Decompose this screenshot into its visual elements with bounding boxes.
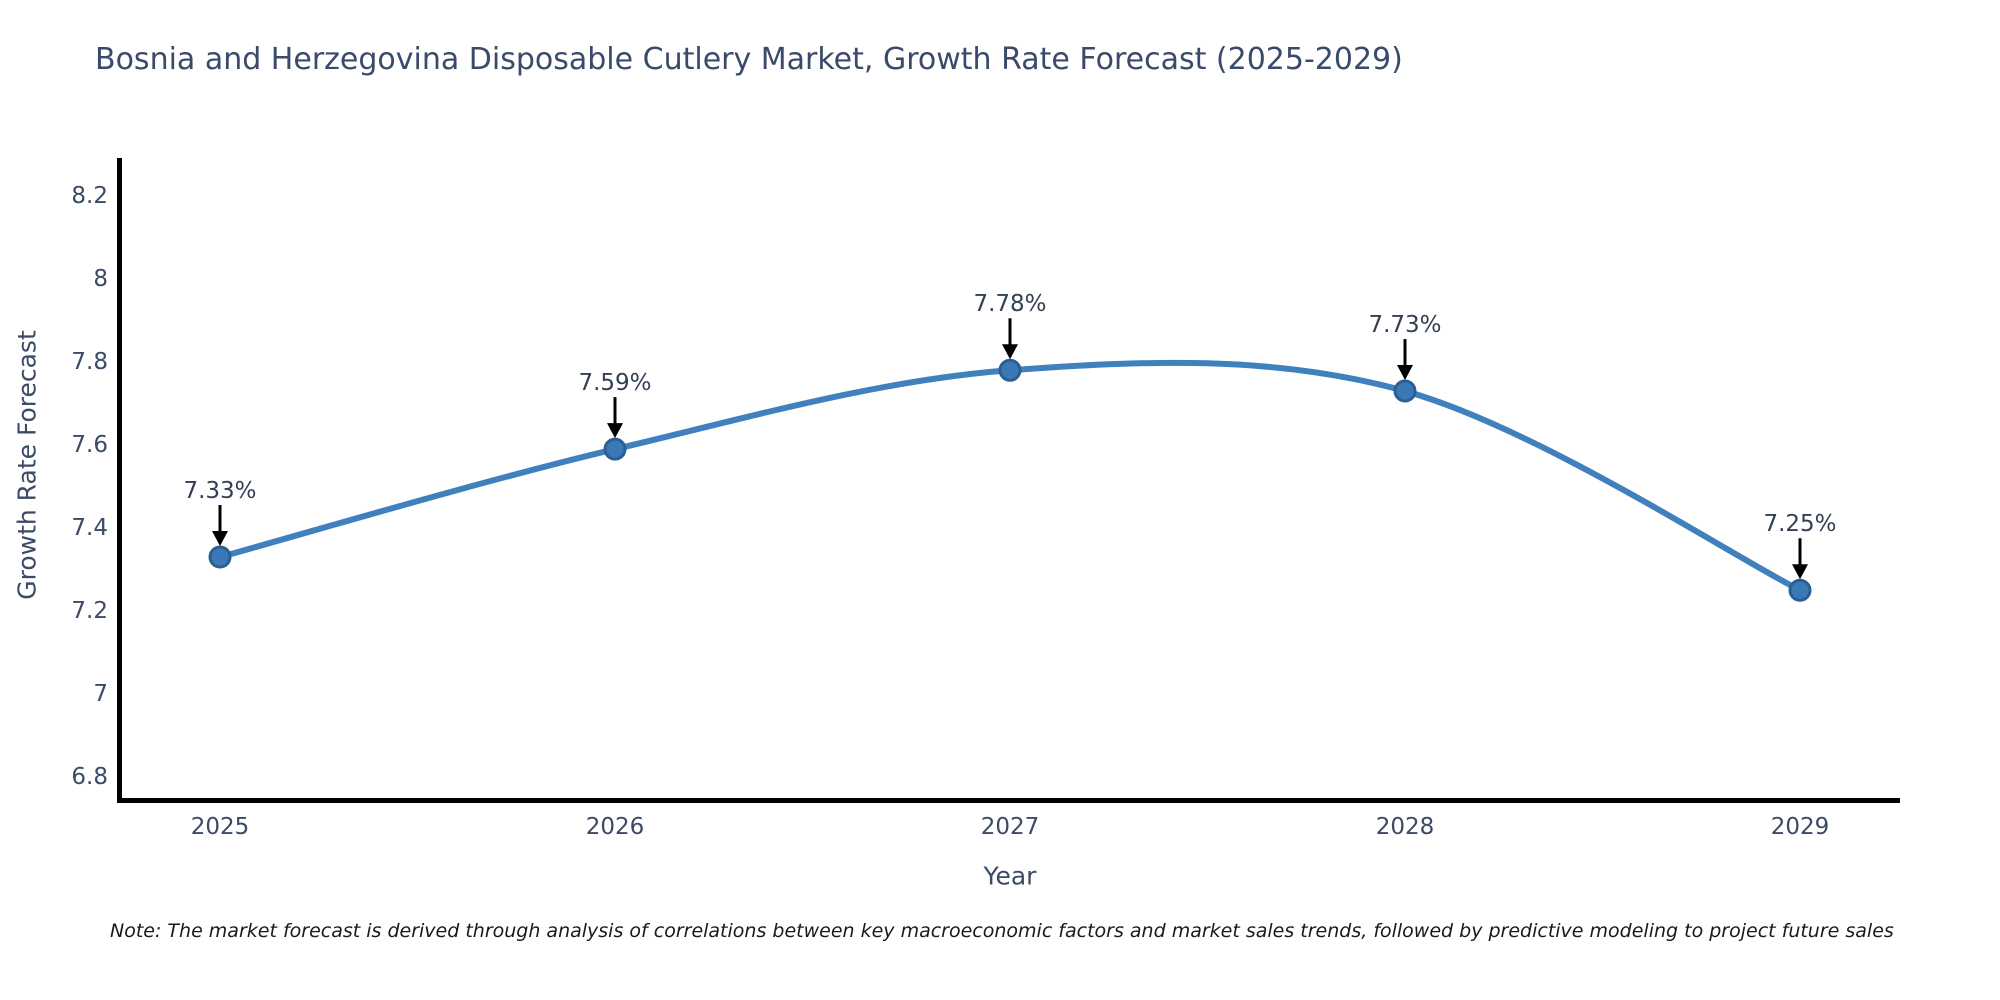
data-point-label: 7.78% (973, 291, 1047, 318)
forecast-line (217, 359, 1803, 594)
annotation-arrow-head (1397, 365, 1413, 381)
annotation-arrow-head (1792, 564, 1808, 580)
annotation-arrow-head (607, 423, 623, 439)
x-tick-label: 2028 (1375, 814, 1435, 840)
x-tick-label: 2025 (190, 814, 250, 840)
x-axis-title: Year (983, 861, 1037, 891)
y-tick-label: 7 (93, 681, 108, 707)
y-tick-label: 6.8 (71, 764, 108, 790)
data-point-marker (998, 358, 1022, 382)
x-tick-label: 2029 (1770, 814, 1830, 840)
y-tick-label: 7.4 (71, 515, 108, 541)
data-point-marker (603, 437, 627, 461)
data-point-marker (208, 545, 232, 569)
chart-title: Bosnia and Herzegovina Disposable Cutler… (95, 42, 1403, 77)
data-point-marker (1788, 578, 1812, 602)
data-point-label: 7.73% (1368, 312, 1442, 339)
y-tick-label: 8 (93, 266, 108, 292)
annotation-arrow-head (1002, 344, 1018, 360)
y-tick-label: 8.2 (71, 183, 108, 209)
data-point-marker (1393, 379, 1417, 403)
y-tick-label: 7.2 (71, 598, 108, 624)
x-tick-label: 2026 (585, 814, 645, 840)
y-tick-label: 7.6 (71, 432, 108, 458)
axis-spines (117, 158, 1900, 803)
chart-note: Note: The market forecast is derived thr… (110, 920, 1894, 942)
data-point-label: 7.33% (183, 478, 257, 505)
annotation-arrow-head (212, 531, 228, 547)
x-tick-label: 2027 (980, 814, 1040, 840)
data-point-label: 7.25% (1763, 511, 1837, 538)
y-tick-label: 7.8 (71, 349, 108, 375)
data-point-label: 7.59% (578, 370, 652, 397)
y-axis-title: Growth Rate Forecast (12, 330, 42, 600)
